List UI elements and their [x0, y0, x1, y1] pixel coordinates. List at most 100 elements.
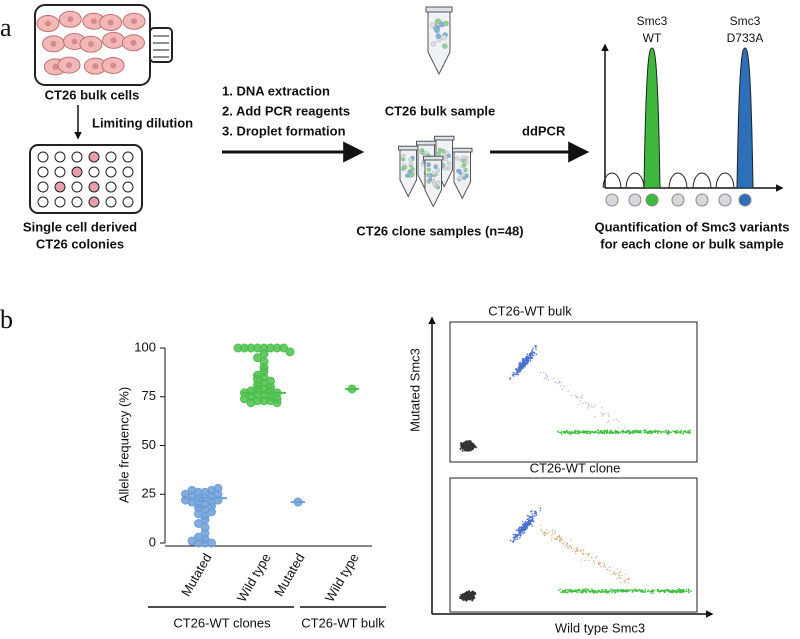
droplet	[519, 532, 521, 535]
droplet	[616, 589, 618, 591]
droplet	[637, 431, 640, 434]
droplet-bead	[605, 193, 619, 207]
droplet	[584, 559, 586, 562]
droplet	[579, 400, 581, 402]
droplet	[460, 596, 463, 599]
droplet	[577, 547, 579, 549]
droplet	[644, 591, 647, 593]
droplet	[596, 592, 599, 594]
droplet	[569, 431, 572, 434]
droplet	[620, 570, 622, 573]
droplet	[611, 591, 613, 594]
droplet	[564, 545, 566, 547]
droplet	[613, 419, 615, 421]
droplet	[677, 431, 679, 434]
droplet	[628, 589, 631, 592]
droplet	[547, 379, 549, 381]
droplet-bead	[461, 158, 466, 163]
y-tick-label: 50	[142, 437, 156, 452]
droplet-bead	[405, 173, 410, 178]
droplet	[555, 382, 558, 384]
droplet	[551, 532, 554, 534]
droplet	[558, 380, 560, 383]
droplet	[577, 430, 579, 433]
droplet	[465, 599, 468, 602]
droplet	[519, 368, 522, 371]
droplet	[601, 406, 603, 409]
droplet	[528, 519, 531, 522]
droplet	[665, 432, 667, 434]
nucleus	[92, 63, 99, 70]
droplet	[513, 537, 516, 540]
droplet	[623, 580, 625, 583]
droplet	[642, 591, 645, 594]
small-peak	[715, 172, 735, 189]
droplet	[667, 432, 669, 434]
droplet	[609, 432, 612, 435]
droplet	[597, 564, 600, 566]
droplet	[628, 577, 630, 580]
droplet	[528, 515, 530, 517]
droplet	[638, 588, 640, 591]
droplet	[652, 592, 654, 594]
droplet	[656, 590, 659, 592]
droplet	[535, 514, 538, 516]
droplet	[551, 535, 553, 537]
well	[88, 196, 100, 208]
droplet-bead	[463, 167, 468, 173]
droplet	[675, 432, 677, 434]
droplet	[608, 420, 610, 422]
droplet	[588, 404, 590, 406]
droplet	[601, 413, 603, 415]
droplet	[624, 582, 627, 584]
droplet	[582, 553, 585, 555]
droplet	[471, 446, 474, 449]
y-tick-label: 25	[142, 486, 156, 501]
droplet	[561, 591, 564, 594]
panel-label: b	[0, 305, 13, 334]
droplet	[570, 539, 572, 541]
droplet	[565, 543, 568, 546]
droplet	[532, 351, 535, 354]
droplet	[606, 421, 608, 423]
droplet	[469, 597, 472, 600]
droplet	[548, 531, 551, 533]
droplet	[578, 588, 580, 591]
x-tick-label: Mutated	[178, 551, 214, 599]
droplet	[563, 590, 565, 592]
droplet	[567, 390, 569, 392]
droplet	[663, 430, 665, 433]
droplet-bead	[435, 33, 442, 39]
droplet	[606, 591, 609, 594]
caption: Quantification of Smc3 variants	[594, 219, 789, 234]
droplet	[602, 566, 604, 568]
step: 1. DNA extraction	[222, 83, 330, 98]
droplet	[571, 550, 573, 552]
droplet	[626, 431, 629, 433]
x-tick-label: Mutated	[271, 551, 307, 599]
droplet	[582, 549, 584, 551]
droplet	[608, 430, 611, 433]
droplet	[515, 529, 518, 532]
droplet	[603, 432, 606, 435]
caption: CT26 bulk cells	[45, 87, 140, 102]
well	[54, 196, 66, 208]
droplet	[582, 589, 585, 592]
droplet	[615, 577, 617, 579]
droplet	[560, 536, 562, 538]
droplet	[513, 538, 515, 541]
data-point	[213, 483, 223, 493]
caption: Limiting dilution	[92, 115, 193, 130]
droplet	[624, 589, 627, 592]
nucleus	[110, 62, 117, 69]
droplet	[533, 515, 536, 517]
nucleus	[67, 16, 74, 23]
droplet	[603, 429, 606, 432]
droplet	[638, 429, 641, 432]
droplet	[571, 394, 573, 396]
droplet	[650, 432, 653, 435]
droplet-bead	[433, 26, 440, 33]
well	[88, 181, 100, 193]
tube-cap	[398, 145, 419, 151]
droplet	[526, 514, 529, 517]
